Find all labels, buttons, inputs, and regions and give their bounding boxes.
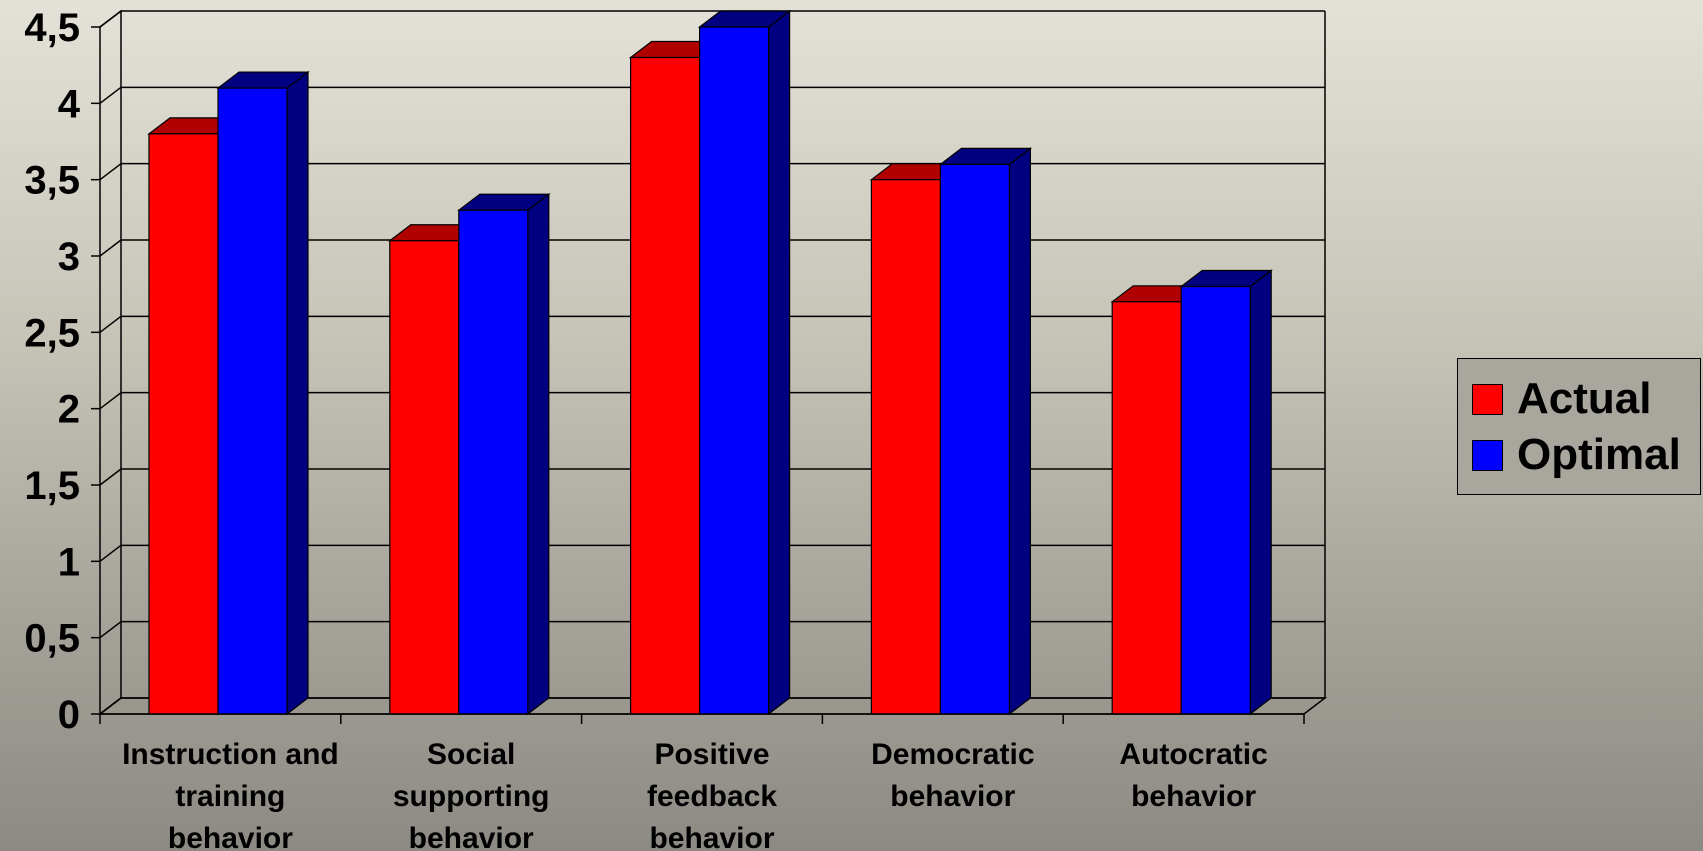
bar-actual <box>870 179 942 715</box>
y-tick-label: 3 <box>58 235 80 279</box>
x-tick-label: behavior <box>168 822 293 851</box>
bar-optimal <box>1180 285 1251 715</box>
y-tick-label: 4,5 <box>24 6 80 50</box>
y-tick-label: 3,5 <box>24 159 80 203</box>
bars <box>147 9 1273 716</box>
x-tick-label: training <box>175 780 285 813</box>
bar-side <box>1249 269 1272 716</box>
x-tick-label: Instruction and <box>122 738 339 771</box>
bar-side <box>527 192 550 716</box>
bar-optimal <box>217 87 288 715</box>
x-tick-label: feedback <box>647 780 777 813</box>
y-tick-label: 0,5 <box>24 617 80 661</box>
legend-label-actual: Actual <box>1517 374 1652 423</box>
bar-optimal <box>939 163 1011 715</box>
gridline-diagonal <box>99 544 122 562</box>
legend-label-optimal: Optimal <box>1517 430 1681 479</box>
legend-item-actual: Actual <box>1458 371 1700 427</box>
x-tick-label: behavior <box>649 822 774 851</box>
bar-optimal <box>698 26 770 715</box>
bar-actual <box>629 56 701 715</box>
x-tick-label: behavior <box>409 822 534 851</box>
y-tick-label: 2 <box>58 388 80 432</box>
bar-side <box>767 9 791 716</box>
legend-item-optimal: Optimal <box>1458 427 1700 483</box>
bar-actual <box>1111 301 1182 715</box>
gridline-diagonal <box>99 163 122 181</box>
legend-swatch-actual <box>1472 383 1503 415</box>
x-tick-label: Social <box>427 738 515 771</box>
y-tick-label: 0 <box>58 693 80 737</box>
y-tick-label: 2,5 <box>24 311 80 355</box>
y-tick-label: 4 <box>58 82 81 126</box>
x-axis: Instruction and training behavior Social sup… <box>99 713 1305 851</box>
gridline-diagonal <box>99 621 122 639</box>
bar-side <box>286 70 309 716</box>
left-wall <box>99 9 122 716</box>
bar-optimal <box>458 209 529 715</box>
gridline-diagonal <box>99 697 122 715</box>
gridline-diagonal <box>99 392 122 410</box>
y-axis: 0 0,5 1 1,5 2 2,5 3 3,5 4 4,5 <box>24 6 100 737</box>
bar-actual <box>148 133 219 715</box>
bar-actual <box>389 240 460 715</box>
gridline-diagonal <box>99 10 122 28</box>
y-tick-label: 1 <box>58 540 80 584</box>
gridline-diagonal <box>99 468 122 486</box>
y-tick-label: 1,5 <box>24 464 80 508</box>
legend-swatch-optimal <box>1472 439 1503 471</box>
legend: Actual Optimal <box>1457 358 1701 495</box>
x-tick-label: Autocratic <box>1119 738 1267 771</box>
gridline-diagonal <box>99 86 122 104</box>
x-tick-label: behavior <box>890 780 1015 813</box>
gridline-diagonal <box>99 239 122 257</box>
x-tick-label: behavior <box>1131 780 1256 813</box>
x-tick-label: supporting <box>393 780 550 813</box>
x-tick-label: Democratic <box>871 738 1034 771</box>
x-tick-label: Positive <box>654 738 769 771</box>
gridline-diagonal <box>99 315 122 333</box>
bar-side <box>1008 147 1032 716</box>
